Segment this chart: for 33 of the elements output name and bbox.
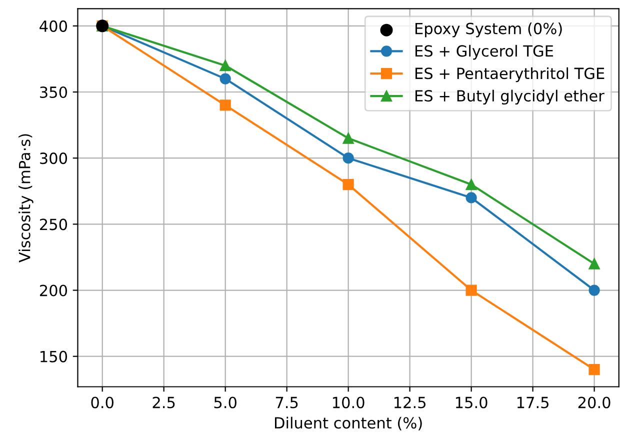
- y-tick-label: 350: [40, 86, 68, 98]
- x-tick-label: 0.0: [91, 396, 114, 408]
- point: [466, 178, 477, 190]
- point: [342, 132, 354, 144]
- point: [466, 192, 477, 204]
- y-tick-label: 300: [40, 152, 68, 164]
- y-tick-label: 250: [40, 218, 68, 230]
- legend-label: ES + Butyl glycidyl ether: [416, 90, 604, 105]
- x-tick-label: 20.0: [578, 396, 610, 408]
- x-tick-label: 15.0: [456, 396, 488, 408]
- point: [342, 178, 354, 190]
- x-axis-title: Diluent content (%): [274, 416, 422, 430]
- x-tick-label: 10.0: [332, 396, 364, 408]
- point: [588, 258, 600, 270]
- x-tick-label: 17.5: [517, 396, 548, 408]
- point: [466, 284, 477, 296]
- point: [220, 100, 231, 111]
- point: [220, 73, 231, 84]
- point: [220, 60, 231, 72]
- point: [588, 284, 600, 296]
- y-tick-label: 200: [40, 284, 68, 296]
- x-tick-label: 5.0: [214, 396, 236, 408]
- point: [342, 152, 354, 164]
- legend-label: ES + Pentaerythritol TGE: [416, 67, 604, 82]
- x-tick-label: 7.5: [276, 396, 298, 408]
- x-tick-label: 12.5: [394, 396, 426, 408]
- legend-label: ES + Glycerol TGE: [416, 44, 554, 60]
- x-tick-label: 2.5: [152, 396, 175, 408]
- y-tick-label: 150: [40, 350, 68, 362]
- y-tick-label: 400: [40, 20, 68, 32]
- legend-label: Epoxy System (0%): [416, 22, 562, 38]
- y-axis-title: Viscosity (mPa·s): [18, 134, 34, 262]
- point: [588, 364, 600, 376]
